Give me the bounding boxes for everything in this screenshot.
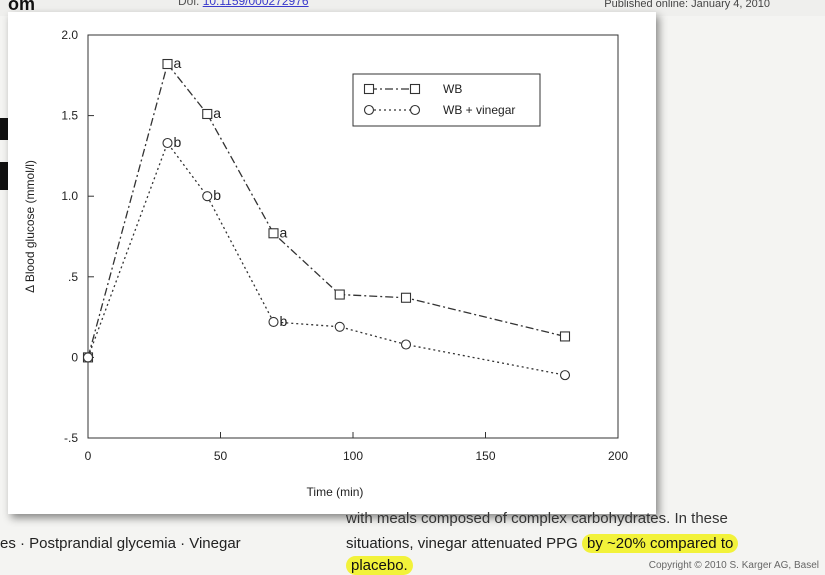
legend-marker [363, 83, 375, 95]
glucose-chart: 0 50 100 150 200 -.5 0 .5 1.0 1.5 2.0 Time (min) Δ B… [23, 28, 628, 499]
x-tick-label: 0 [85, 449, 92, 463]
published-date: Published online: January 4, 2010 [604, 0, 770, 10]
data-point-1 [334, 289, 345, 300]
data-point-2 [202, 191, 213, 202]
legend-marker [409, 104, 421, 116]
x-axis-label: Time (min) [307, 485, 364, 499]
significance-label: a [174, 55, 182, 71]
top-left-fragment: om [8, 0, 35, 14]
legend-entry: WB + vinegar [443, 103, 515, 117]
y-tick-label: 2.0 [61, 28, 78, 42]
x-tick-label: 50 [214, 449, 228, 463]
chart-card: 0 50 100 150 200 -.5 0 .5 1.0 1.5 2.0 Time (min) Δ B… [8, 12, 656, 514]
copyright: Copyright © 2010 S. Karger AG, Basel [648, 560, 819, 571]
body-text-plain: situations, vinegar attenuated PPG [346, 535, 578, 552]
y-tick-label: .5 [68, 270, 78, 284]
left-edge-glyph [0, 162, 8, 190]
data-point-2 [162, 137, 173, 149]
significance-label: a [213, 105, 221, 121]
data-point-1 [559, 331, 571, 342]
legend-marker [363, 104, 375, 116]
data-point-1 [268, 228, 279, 239]
doi-line: Doi: 10.1159/000272976 [178, 0, 309, 8]
data-point-1 [162, 58, 173, 70]
data-point-2 [82, 352, 94, 363]
highlighted-text: by ~20% compared to [581, 534, 739, 553]
data-point-2 [268, 316, 279, 327]
body-text-line-2: situations, vinegar attenuated PPG by ~2… [346, 534, 739, 553]
y-axis-label: Δ Blood glucose (mmol/l) [23, 160, 37, 293]
data-point-1 [400, 292, 412, 303]
significance-label: b [280, 313, 288, 329]
body-text-line-3: placebo. [346, 556, 413, 575]
doi-prefix: Doi: [178, 0, 200, 8]
doi-link[interactable]: 10.1159/000272976 [202, 0, 309, 8]
body-text-line-1: with meals composed of complex carbohydr… [346, 510, 728, 527]
data-point-2 [400, 339, 412, 350]
y-tick-label: -.5 [64, 431, 78, 445]
left-edge-glyph [0, 118, 8, 140]
significance-label: a [280, 224, 288, 240]
data-point-2 [559, 370, 571, 381]
legend-entry: WB [443, 82, 462, 96]
y-tick-label: 1.5 [61, 109, 78, 123]
legend-box [352, 73, 541, 127]
x-tick-label: 150 [475, 449, 495, 463]
series-line-2 [87, 141, 566, 376]
data-point-2 [334, 321, 345, 332]
highlighted-text: placebo. [346, 556, 413, 575]
significance-label: b [213, 187, 221, 203]
y-tick-label: 1.0 [61, 189, 78, 203]
keywords-line: es · Postprandial glycemia · Vinegar [0, 535, 241, 552]
data-point-1 [202, 108, 213, 120]
x-tick-label: 100 [343, 449, 363, 463]
x-tick-label: 200 [608, 449, 628, 463]
legend-marker [409, 83, 421, 95]
significance-label: b [174, 134, 182, 150]
y-tick-label: 0 [71, 350, 78, 364]
